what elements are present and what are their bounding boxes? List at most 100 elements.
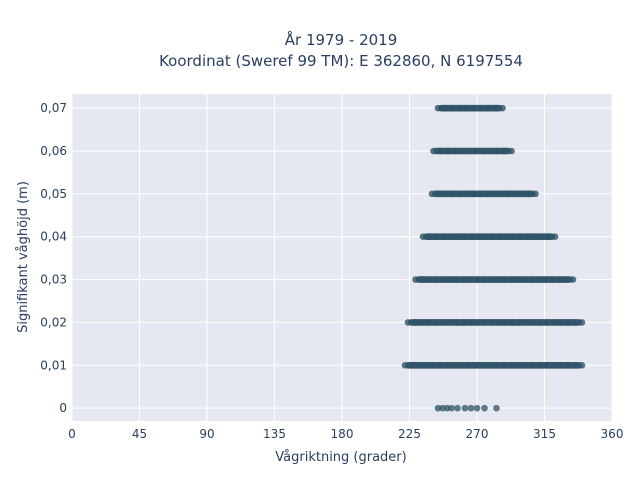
data-point bbox=[564, 319, 572, 326]
data-point bbox=[551, 233, 559, 241]
x-tick-label: 360 bbox=[601, 427, 624, 441]
data-point bbox=[454, 404, 461, 412]
data-point bbox=[425, 319, 433, 326]
x-tick-label: 270 bbox=[466, 427, 489, 441]
data-point bbox=[474, 319, 481, 326]
data-point bbox=[511, 190, 519, 198]
data-point bbox=[448, 404, 455, 412]
data-point bbox=[467, 319, 474, 326]
data-point bbox=[473, 404, 481, 412]
data-point bbox=[529, 361, 536, 369]
data-point bbox=[542, 276, 549, 283]
data-point bbox=[549, 276, 556, 283]
data-point bbox=[437, 147, 444, 155]
chart-title-line2: Koordinat (Sweref 99 TM): E 362860, N 61… bbox=[159, 52, 523, 70]
data-point bbox=[465, 147, 473, 155]
data-point bbox=[458, 361, 465, 369]
data-point bbox=[470, 190, 477, 198]
data-point bbox=[472, 361, 480, 369]
data-point bbox=[556, 276, 563, 283]
y-tick-label: 0,02 bbox=[40, 315, 67, 329]
data-point bbox=[494, 147, 501, 155]
data-point bbox=[472, 147, 480, 155]
data-point bbox=[550, 319, 558, 326]
data-point bbox=[463, 190, 470, 198]
data-point bbox=[530, 233, 538, 241]
data-band bbox=[401, 361, 586, 369]
x-tick-label: 45 bbox=[132, 427, 147, 441]
data-point bbox=[430, 361, 437, 369]
data-point bbox=[509, 319, 516, 326]
data-point bbox=[466, 276, 474, 283]
data-point bbox=[411, 319, 419, 326]
data-point bbox=[440, 233, 448, 241]
data-point bbox=[503, 233, 510, 241]
data-point bbox=[571, 319, 579, 326]
data-point bbox=[465, 361, 473, 369]
y-tick-label: 0,04 bbox=[40, 230, 67, 244]
data-point bbox=[456, 104, 463, 112]
data-point bbox=[499, 104, 506, 112]
x-tick-label: 135 bbox=[263, 427, 286, 441]
data-point bbox=[571, 361, 579, 369]
x-axis-ticks: 0 45 90 135 180 225 270 315 360 bbox=[68, 427, 623, 441]
data-point bbox=[507, 361, 515, 369]
data-point bbox=[484, 104, 492, 112]
data-point bbox=[451, 147, 459, 155]
data-point bbox=[529, 319, 537, 326]
data-point bbox=[536, 319, 544, 326]
x-tick-label: 315 bbox=[533, 427, 556, 441]
data-point bbox=[460, 276, 467, 283]
data-point bbox=[458, 147, 466, 155]
data-point bbox=[502, 319, 509, 326]
data-point bbox=[522, 361, 529, 369]
data-point bbox=[449, 104, 456, 112]
data-point bbox=[460, 319, 467, 326]
data-band bbox=[434, 104, 506, 112]
data-point bbox=[480, 276, 488, 283]
data-point bbox=[454, 233, 462, 241]
data-point bbox=[425, 276, 433, 283]
data-point bbox=[446, 276, 454, 283]
data-point bbox=[419, 276, 426, 283]
data-point bbox=[501, 276, 508, 283]
x-tick-label: 90 bbox=[199, 427, 214, 441]
data-point bbox=[453, 319, 461, 326]
data-point bbox=[479, 147, 487, 155]
data-point bbox=[415, 361, 423, 369]
data-point bbox=[535, 276, 543, 283]
data-point bbox=[488, 319, 495, 326]
data-point bbox=[444, 361, 451, 369]
data-point bbox=[487, 276, 495, 283]
data-point bbox=[495, 319, 502, 326]
data-point bbox=[543, 319, 551, 326]
data-point bbox=[523, 319, 530, 326]
data-point bbox=[516, 319, 523, 326]
data-point bbox=[412, 276, 419, 283]
data-point bbox=[486, 361, 494, 369]
data-point bbox=[449, 190, 457, 198]
x-axis-title: Vågriktning (grader) bbox=[275, 450, 406, 465]
data-point bbox=[564, 361, 572, 369]
data-point bbox=[435, 190, 443, 198]
data-point bbox=[401, 361, 409, 369]
data-point bbox=[557, 319, 565, 326]
data-point bbox=[537, 233, 545, 241]
data-point bbox=[516, 233, 524, 241]
data-point bbox=[521, 276, 529, 283]
data-point bbox=[461, 233, 468, 241]
data-point bbox=[433, 233, 441, 241]
data-point bbox=[508, 276, 515, 283]
data-point bbox=[470, 104, 478, 112]
data-band bbox=[428, 190, 539, 198]
y-tick-label: 0,05 bbox=[40, 187, 67, 201]
data-point bbox=[432, 276, 440, 283]
data-point bbox=[494, 276, 501, 283]
data-band bbox=[412, 276, 577, 283]
data-point bbox=[447, 233, 455, 241]
data-point bbox=[453, 276, 460, 283]
data-point bbox=[437, 361, 444, 369]
data-points bbox=[401, 104, 586, 412]
data-point bbox=[444, 147, 451, 155]
